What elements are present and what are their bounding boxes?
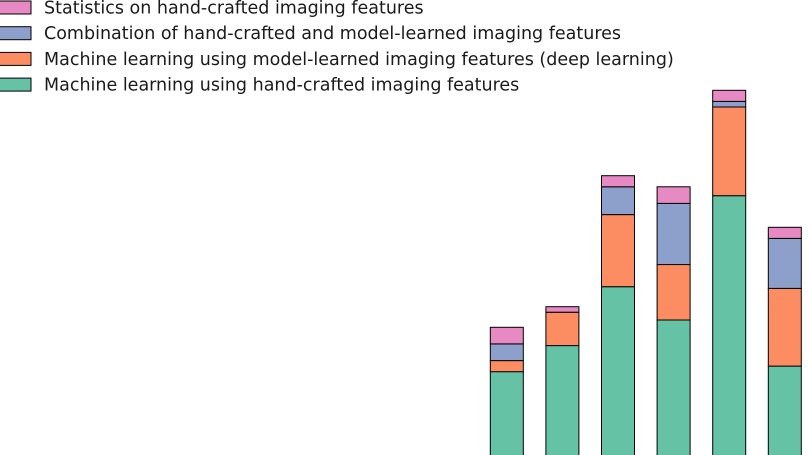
bar-segment-11-series-2 [601, 214, 635, 288]
bar-segment-14-series-3 [767, 238, 802, 289]
bar-segment-13-series-2 [712, 106, 747, 197]
bar-segment-9-series-1 [489, 371, 524, 455]
bar-segment-9-series-4 [489, 326, 524, 345]
bar-segment-14-series-2 [767, 287, 802, 367]
bar-segment-10-series-1 [545, 345, 580, 455]
bar-segment-9-series-2 [489, 360, 524, 373]
bar-segment-12-series-3 [656, 203, 691, 266]
bar-segment-14-series-4 [767, 226, 802, 239]
legend-swatch-1 [0, 0, 32, 15]
bars-group [489, 89, 802, 455]
bar-segment-12-series-1 [656, 319, 691, 455]
bar-segment-11-series-3 [601, 186, 635, 216]
legend-label-4: Machine learning using hand-crafted imag… [44, 76, 519, 96]
legend-swatch-3 [0, 51, 32, 66]
legend-label-2: Combination of hand-crafted and model-le… [44, 24, 621, 44]
bar-segment-13-series-1 [712, 195, 747, 455]
legend-swatch-2 [0, 26, 32, 41]
bar-segment-13-series-4 [712, 89, 747, 102]
bar-segment-13-series-3 [712, 100, 747, 108]
bar-segment-10-series-2 [545, 311, 580, 347]
bar-segment-12-series-2 [656, 264, 691, 321]
bar-segment-14-series-1 [767, 365, 802, 455]
legend-label-1: Statistics on hand-crafted imaging featu… [44, 0, 424, 19]
bar-segment-10-series-4 [545, 306, 580, 313]
legend: Statistics on hand-crafted imaging featu… [0, 0, 674, 96]
bar-segment-11-series-1 [601, 286, 635, 455]
legend-label-3: Machine learning using model-learned ima… [44, 50, 674, 70]
bar-segment-11-series-4 [601, 175, 635, 188]
bar-segment-12-series-4 [656, 186, 691, 204]
bar-segment-9-series-3 [489, 343, 524, 362]
legend-swatch-4 [0, 77, 32, 92]
